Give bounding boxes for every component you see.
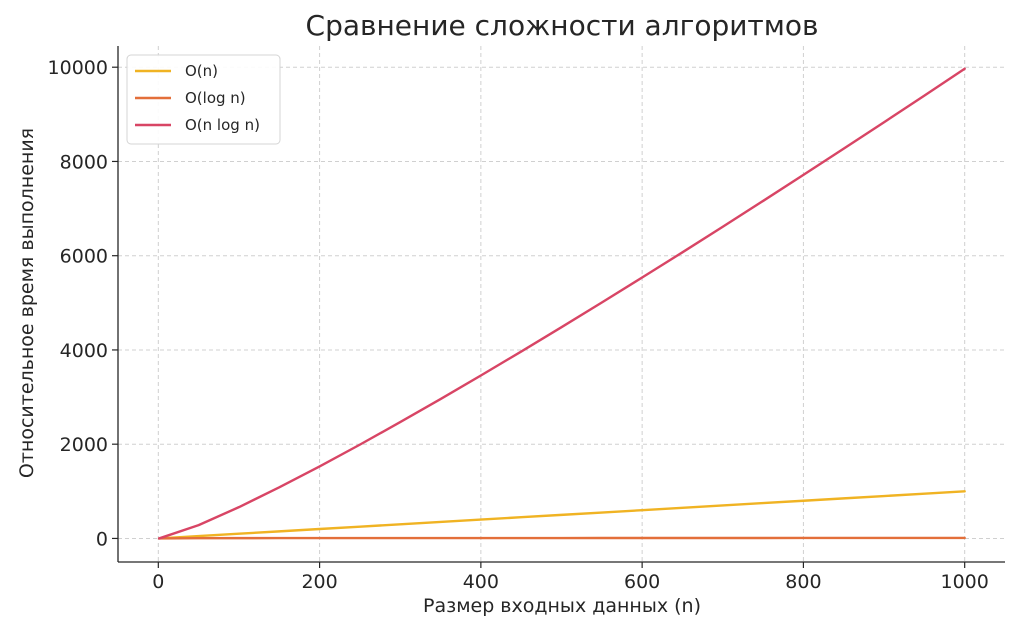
series-line [157,490,966,540]
y-tick-label: 4000 [60,340,108,362]
axes [117,46,1005,563]
y-tick-label: 0 [96,528,108,550]
y-tick-label: 6000 [60,246,108,268]
y-tick-label: 2000 [60,434,108,456]
legend-label: O(n) [185,62,218,80]
legend-label: O(n log n) [185,116,260,134]
x-tick-label: 200 [301,571,337,593]
y-tick-label: 8000 [60,151,108,173]
x-tick-label: 800 [785,571,821,593]
legend-box [126,54,281,145]
x-axis-label: Размер входных данных (n) [423,595,701,617]
x-tick-label: 1000 [941,571,989,593]
legend: O(n) O(log n) O(n log n) [126,54,281,145]
chart-title: Сравнение сложности алгоритмов [306,9,819,42]
y-axis-label: Относительное время выполнения [16,128,38,478]
legend-label: O(log n) [185,89,246,107]
y-tick-label: 10000 [48,57,108,79]
series-line [157,67,966,540]
x-tick-label: 600 [624,571,660,593]
x-tick-label: 400 [463,571,499,593]
series-lines [157,67,966,540]
x-tick-label: 0 [152,571,164,593]
